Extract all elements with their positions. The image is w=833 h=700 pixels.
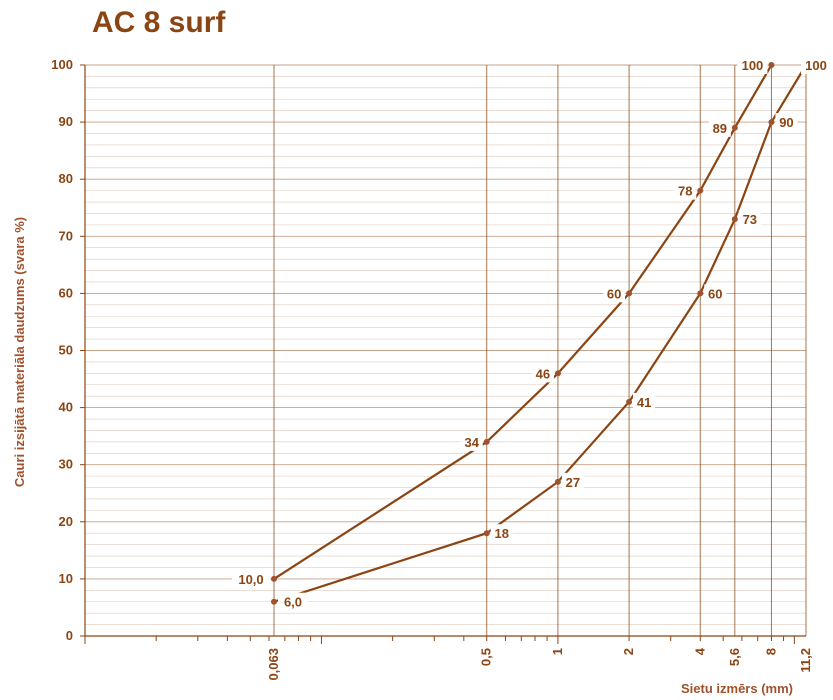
- data-label: 34: [464, 435, 479, 450]
- grid-layer: [85, 65, 806, 636]
- x-tick-label: 4: [692, 647, 707, 655]
- data-label: 27: [566, 475, 580, 490]
- data-label: 89: [713, 121, 727, 136]
- data-label: 46: [536, 366, 550, 381]
- data-label: 41: [637, 395, 651, 410]
- data-label: 90: [779, 115, 793, 130]
- data-label: 6,0: [284, 595, 302, 610]
- data-point: [484, 530, 490, 536]
- data-point: [697, 290, 703, 296]
- y-tick-label: 70: [59, 228, 73, 243]
- data-point: [768, 119, 774, 125]
- data-label: 60: [607, 286, 621, 301]
- y-tick-label: 60: [59, 285, 73, 300]
- y-tick-label: 10: [59, 571, 73, 586]
- x-tick-label: 8: [763, 648, 778, 655]
- axes-layer: 0 10 20 30 40 50 60 70 80 90 100 0,063 0,5 1 2 4 5,6 8 11,…: [51, 57, 813, 681]
- y-tick-label: 90: [59, 114, 73, 129]
- data-point: [732, 216, 738, 222]
- x-tick-label: 11,2: [798, 648, 813, 673]
- y-tick-label: 0: [66, 628, 73, 643]
- data-labels-layer: 10,0 34 46 60 78 89 100 6,0 18 27 41 60 73 90 100: [232, 56, 831, 611]
- y-tick-label: 40: [59, 400, 73, 415]
- data-label: 100: [742, 58, 764, 73]
- data-point: [555, 370, 561, 376]
- y-tick-label: 30: [59, 457, 73, 472]
- data-point: [626, 290, 632, 296]
- y-tick-label: 50: [59, 343, 73, 358]
- data-label: 10,0: [238, 572, 263, 587]
- grading-limit-line-1: [274, 65, 771, 579]
- data-label: 18: [494, 526, 508, 541]
- y-axis-title: Cauri izsijātā materiāla daudzums (svara…: [12, 217, 27, 487]
- x-tick-label: 5,6: [727, 648, 742, 666]
- data-point: [697, 188, 703, 194]
- data-point: [271, 576, 277, 582]
- data-point: [732, 125, 738, 131]
- y-tick-label: 20: [59, 514, 73, 529]
- series-layer: [271, 62, 809, 605]
- x-tick-label: 2: [621, 648, 636, 655]
- data-point: [555, 479, 561, 485]
- x-tick-label: 0,063: [266, 648, 281, 681]
- data-label: 78: [678, 184, 692, 199]
- y-tick-label: 80: [59, 171, 73, 186]
- x-axis-title: Sietu izmērs (mm): [681, 681, 793, 696]
- x-tick-label: 0,5: [479, 648, 494, 666]
- y-tick-label: 100: [51, 57, 73, 72]
- data-point: [768, 62, 774, 68]
- data-label: 60: [708, 286, 722, 301]
- data-label: 100: [805, 58, 827, 73]
- data-point: [271, 599, 277, 605]
- data-point: [626, 399, 632, 405]
- data-point: [484, 439, 490, 445]
- data-label: 73: [743, 212, 757, 227]
- x-tick-label: 1: [550, 648, 565, 655]
